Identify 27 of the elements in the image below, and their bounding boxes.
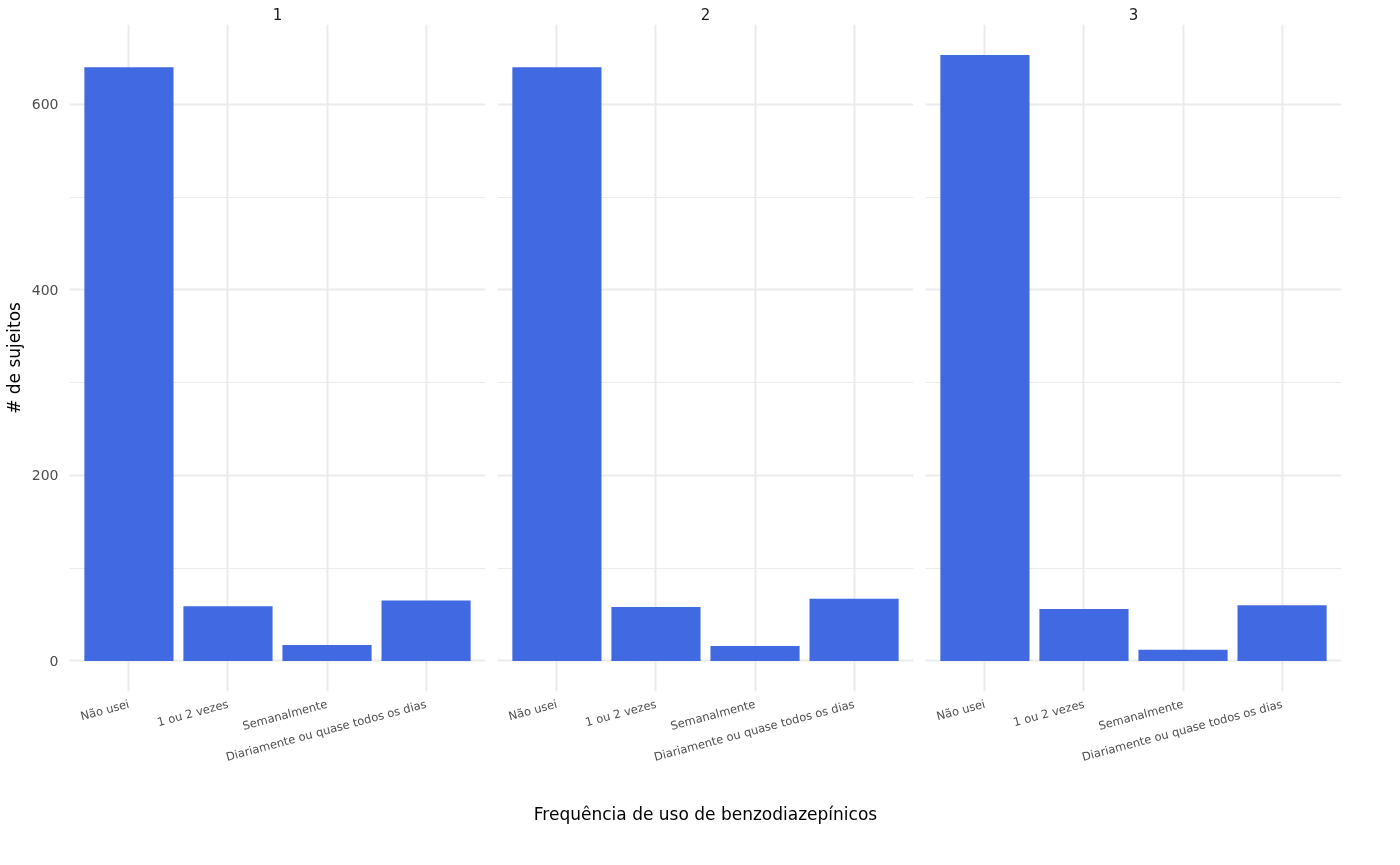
bar	[512, 67, 602, 661]
x-tick-label: 1 ou 2 vezes	[1011, 696, 1086, 730]
y-axis-title: # de sujeitos	[3, 301, 24, 414]
bar	[809, 598, 899, 661]
bar	[84, 67, 174, 661]
y-tick-label: 200	[31, 467, 59, 484]
bar	[1138, 649, 1228, 661]
bar	[710, 646, 800, 661]
bar	[183, 606, 273, 661]
bar	[381, 600, 471, 661]
y-tick-label: 400	[31, 281, 59, 298]
chart-title: 3	[1128, 5, 1139, 24]
bar	[1237, 605, 1327, 661]
chart-title: 2	[700, 5, 711, 24]
chart-title: 1	[272, 5, 283, 24]
bar	[282, 645, 372, 661]
x-tick-label: Não usei	[78, 696, 131, 724]
bar	[940, 55, 1030, 661]
x-tick-label: 1 ou 2 vezes	[155, 696, 230, 730]
bar	[611, 607, 701, 661]
y-tick-label: 0	[49, 652, 59, 669]
bar	[1039, 608, 1129, 661]
x-tick-label: Não usei	[506, 696, 559, 724]
x-tick-label: 1 ou 2 vezes	[583, 696, 658, 730]
x-tick-label: Não usei	[934, 696, 987, 724]
x-axis-title: Frequência de uso de benzodiazepínicos	[533, 803, 878, 824]
y-tick-label: 600	[31, 96, 59, 113]
